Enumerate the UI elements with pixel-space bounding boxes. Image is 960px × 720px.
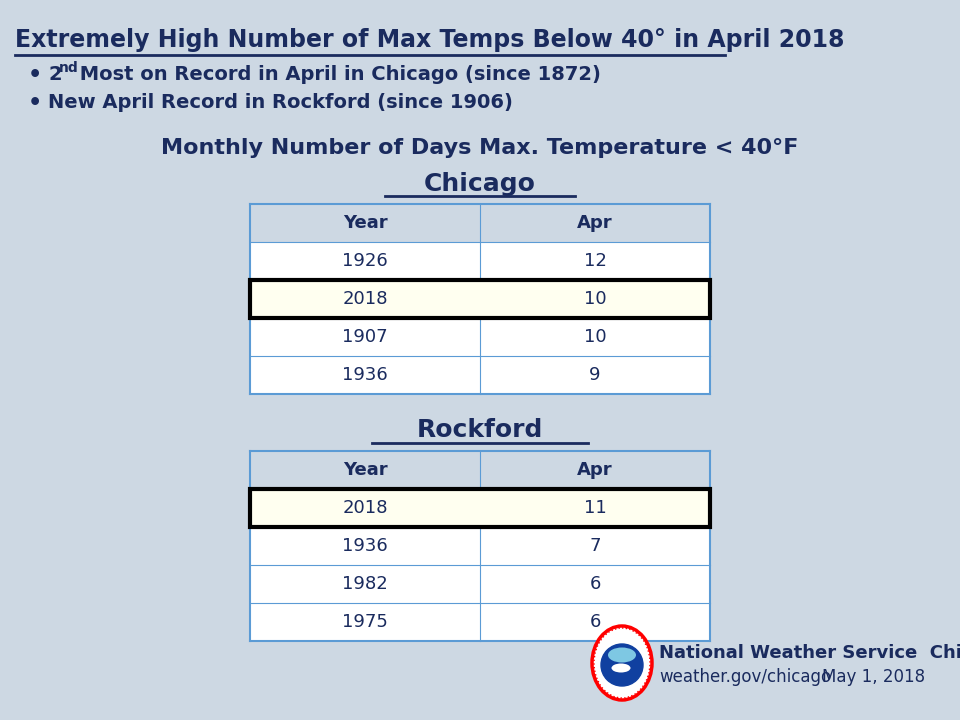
Ellipse shape <box>612 664 631 672</box>
Text: Apr: Apr <box>577 461 612 479</box>
Ellipse shape <box>592 626 652 700</box>
Text: Rockford: Rockford <box>417 418 543 442</box>
Bar <box>250 565 710 603</box>
Text: 11: 11 <box>584 499 607 517</box>
Text: New April Record in Rockford (since 1906): New April Record in Rockford (since 1906… <box>48 93 513 112</box>
Text: 12: 12 <box>584 252 607 270</box>
Text: Year: Year <box>343 461 387 479</box>
Text: Apr: Apr <box>577 214 612 232</box>
Text: Extremely High Number of Max Temps Below 40° in April 2018: Extremely High Number of Max Temps Below… <box>15 28 845 52</box>
Ellipse shape <box>608 647 636 662</box>
Text: 1936: 1936 <box>342 537 388 555</box>
Text: 9: 9 <box>589 366 601 384</box>
Bar <box>250 603 710 641</box>
Text: 6: 6 <box>589 613 601 631</box>
Text: weather.gov/chicago: weather.gov/chicago <box>659 668 831 686</box>
Bar <box>250 204 710 242</box>
Text: 7: 7 <box>589 537 601 555</box>
Text: •: • <box>28 65 42 85</box>
Text: Year: Year <box>343 214 387 232</box>
Text: 1936: 1936 <box>342 366 388 384</box>
Text: 1975: 1975 <box>342 613 388 631</box>
Text: 1907: 1907 <box>342 328 388 346</box>
Text: Most on Record in April in Chicago (since 1872): Most on Record in April in Chicago (sinc… <box>73 65 601 84</box>
Bar <box>250 527 710 565</box>
Bar <box>250 318 710 356</box>
Bar <box>250 451 710 489</box>
Text: 2018: 2018 <box>343 290 388 308</box>
Text: •: • <box>28 93 42 113</box>
Text: 2: 2 <box>48 65 61 84</box>
Text: May 1, 2018: May 1, 2018 <box>822 668 925 686</box>
Text: Monthly Number of Days Max. Temperature < 40°F: Monthly Number of Days Max. Temperature … <box>161 138 799 158</box>
Bar <box>250 489 710 527</box>
Text: 1982: 1982 <box>342 575 388 593</box>
Text: 10: 10 <box>584 328 607 346</box>
Bar <box>250 280 710 318</box>
Bar <box>250 280 710 318</box>
Text: Chicago: Chicago <box>424 172 536 196</box>
Text: nd: nd <box>59 61 79 75</box>
Bar <box>250 489 710 527</box>
Circle shape <box>601 644 643 686</box>
Text: 6: 6 <box>589 575 601 593</box>
Text: 10: 10 <box>584 290 607 308</box>
Bar <box>250 356 710 394</box>
Text: 1926: 1926 <box>342 252 388 270</box>
Text: 2018: 2018 <box>343 499 388 517</box>
Bar <box>250 242 710 280</box>
Text: National Weather Service  Chicago: National Weather Service Chicago <box>659 644 960 662</box>
